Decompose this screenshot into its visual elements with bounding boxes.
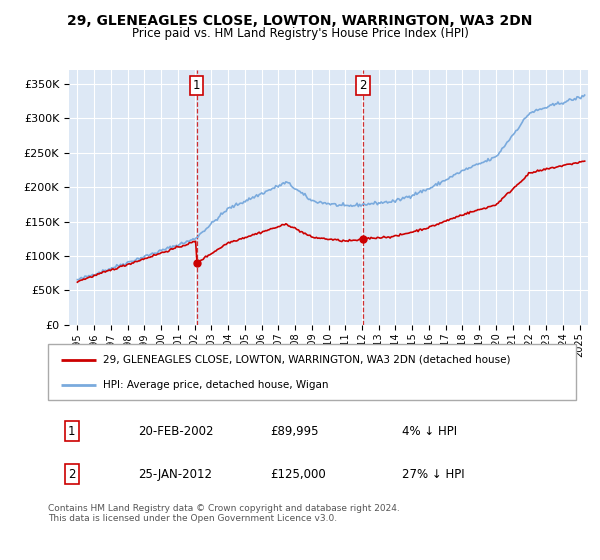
Text: £89,995: £89,995 [270, 424, 318, 437]
FancyBboxPatch shape [48, 344, 576, 400]
Text: Contains HM Land Registry data © Crown copyright and database right 2024.
This d: Contains HM Land Registry data © Crown c… [48, 504, 400, 524]
Text: 20-FEB-2002: 20-FEB-2002 [138, 424, 213, 437]
Text: £125,000: £125,000 [270, 468, 326, 480]
Text: HPI: Average price, detached house, Wigan: HPI: Average price, detached house, Wiga… [103, 380, 329, 390]
Text: 1: 1 [193, 78, 200, 92]
Text: 2: 2 [68, 468, 76, 480]
Text: 29, GLENEAGLES CLOSE, LOWTON, WARRINGTON, WA3 2DN: 29, GLENEAGLES CLOSE, LOWTON, WARRINGTON… [67, 14, 533, 28]
Text: 1: 1 [68, 424, 76, 437]
Text: 2: 2 [359, 78, 367, 92]
Text: Price paid vs. HM Land Registry's House Price Index (HPI): Price paid vs. HM Land Registry's House … [131, 27, 469, 40]
Text: 29, GLENEAGLES CLOSE, LOWTON, WARRINGTON, WA3 2DN (detached house): 29, GLENEAGLES CLOSE, LOWTON, WARRINGTON… [103, 354, 511, 365]
Text: 27% ↓ HPI: 27% ↓ HPI [402, 468, 464, 480]
Text: 4% ↓ HPI: 4% ↓ HPI [402, 424, 457, 437]
Text: 25-JAN-2012: 25-JAN-2012 [138, 468, 212, 480]
